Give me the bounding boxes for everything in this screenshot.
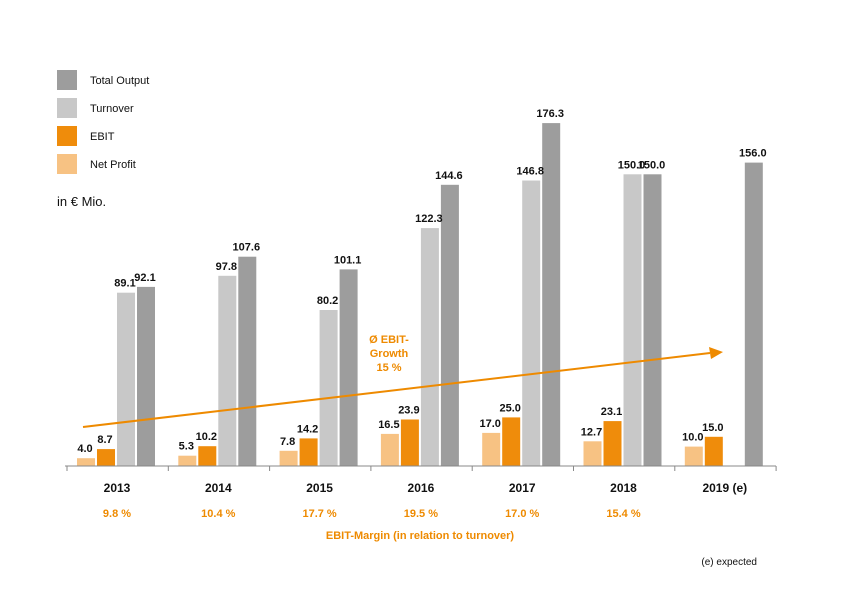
bar-net-profit-2017 [482, 432, 501, 466]
value-label-net-profit-2015: 7.8 [280, 436, 295, 448]
growth-annotation: Ø EBIT- Growth 15 % [369, 334, 409, 374]
bar-total-output-2017 [542, 123, 561, 466]
bar-turnover-2018 [623, 174, 642, 467]
growth-annotation-line-2: Growth [370, 348, 409, 360]
bar-net-profit-2015 [279, 450, 298, 466]
bar-ebit-2019-e [704, 436, 723, 466]
bar-turnover-2013 [117, 292, 135, 466]
ebit-margin-2013: 9.8 % [103, 508, 131, 520]
bar-total-output-2015 [339, 269, 358, 466]
ebit-margin-2018: 15.4 % [606, 508, 640, 520]
value-label-net-profit-2019-e: 10.0 [682, 432, 703, 444]
value-labels: 4.0 8.7 89.192.1 5.310.2 97.8 107.6 7.814.2 80.… [77, 108, 766, 455]
bar-turnover-2015 [319, 310, 338, 466]
bar-ebit-2014 [198, 446, 217, 466]
growth-arrow-line [82, 352, 711, 428]
bars [77, 123, 763, 467]
x-tick-label-2018: 2018 [610, 481, 637, 495]
value-label-net-profit-2014: 5.3 [179, 441, 194, 453]
bar-net-profit-2014 [178, 455, 197, 466]
bar-turnover-2017 [522, 180, 541, 466]
value-label-ebit-2017: 25.0 [499, 402, 520, 414]
value-label-ebit-2016: 23.9 [398, 405, 419, 417]
x-tick-label-2014: 2014 [205, 481, 232, 495]
value-label-total-output-2013: 92.1 [134, 272, 155, 284]
bar-total-output-2013 [137, 286, 155, 466]
value-label-turnover-2015: 80.2 [317, 295, 338, 307]
ebit-margin-2015: 17.7 % [302, 508, 336, 520]
growth-arrow-head [709, 347, 723, 359]
x-tick-label-2019-e: 2019 (e) [702, 481, 747, 495]
legend-label-turnover: Turnover [90, 103, 134, 115]
legend-swatch-net-profit [57, 154, 77, 174]
value-label-ebit-2014: 10.2 [196, 431, 217, 443]
value-label-total-output-2019-e: 156.0 [739, 148, 767, 160]
value-label-turnover-2014: 97.8 [216, 261, 237, 273]
legend-swatch-ebit [57, 126, 77, 146]
bar-turnover-2016 [420, 228, 439, 466]
bar-total-output-2018 [643, 174, 662, 467]
x-tick-label-2016: 2016 [408, 481, 435, 495]
bar-net-profit-2019-e [684, 446, 703, 466]
value-label-total-output-2014: 107.6 [233, 242, 261, 254]
value-label-total-output-2015: 101.1 [334, 254, 362, 266]
x-tick-label-2013: 2013 [104, 481, 131, 495]
legend: Total Output Turnover EBIT Net Profit [57, 70, 149, 174]
legend-label-net-profit: Net Profit [90, 159, 136, 171]
bar-total-output-2019-e [744, 162, 763, 466]
footnote: (e) expected [701, 557, 757, 568]
legend-label-total-output: Total Output [90, 75, 149, 87]
ebit-growth-arrow [82, 347, 723, 428]
value-label-turnover-2018: 150.0 [618, 159, 646, 171]
growth-annotation-line-1: Ø EBIT- [369, 334, 409, 346]
bar-ebit-2013 [97, 449, 115, 466]
bar-turnover-2014 [218, 275, 237, 466]
value-label-turnover-2013: 89.1 [114, 278, 135, 290]
value-label-ebit-2018: 23.1 [601, 406, 622, 418]
x-axis-ticks [66, 466, 777, 471]
legend-label-ebit: EBIT [90, 131, 115, 143]
unit-label: in € Mio. [57, 194, 106, 209]
ebit-margin-2017: 17.0 % [505, 508, 539, 520]
bar-ebit-2017 [502, 417, 521, 466]
bar-net-profit-2018 [583, 441, 602, 466]
bar-total-output-2014 [238, 256, 257, 466]
bar-total-output-2016 [440, 184, 459, 467]
x-axis-tick-labels: 2013 2014 2015 2016 2017 2018 2019 (e) [104, 481, 748, 495]
x-tick-label-2017: 2017 [509, 481, 536, 495]
value-label-net-profit-2018: 12.7 [581, 426, 602, 438]
bar-net-profit-2016 [380, 433, 399, 466]
legend-swatch-total-output [57, 70, 77, 90]
ebit-margin-2014: 10.4 % [201, 508, 235, 520]
value-label-ebit-2015: 14.2 [297, 423, 318, 435]
growth-annotation-line-3: 15 % [376, 362, 401, 374]
bar-ebit-2016 [400, 419, 419, 466]
value-label-total-output-2017: 176.3 [536, 108, 564, 120]
value-label-turnover-2017: 146.8 [516, 166, 544, 178]
ebit-margin-row: 9.8 % 10.4 % 17.7 % 19.5 % 17.0 % 15.4 % [103, 508, 641, 520]
legend-swatch-turnover [57, 98, 77, 118]
value-label-total-output-2018: 150.0 [638, 159, 666, 171]
bar-ebit-2015 [299, 438, 318, 466]
bar-net-profit-2013 [77, 458, 95, 466]
value-label-turnover-2016: 122.3 [415, 213, 443, 225]
ebit-margin-2016: 19.5 % [404, 508, 438, 520]
value-label-net-profit-2013: 4.0 [77, 443, 92, 455]
value-label-ebit-2019-e: 15.0 [702, 422, 723, 434]
value-label-ebit-2013: 8.7 [97, 434, 112, 446]
value-label-net-profit-2016: 16.5 [378, 419, 399, 431]
value-label-total-output-2016: 144.6 [435, 170, 463, 182]
bar-ebit-2018 [603, 421, 622, 466]
x-tick-label-2015: 2015 [306, 481, 333, 495]
ebit-margin-caption: EBIT-Margin (in relation to turnover) [326, 530, 515, 542]
value-label-net-profit-2017: 17.0 [479, 418, 500, 430]
